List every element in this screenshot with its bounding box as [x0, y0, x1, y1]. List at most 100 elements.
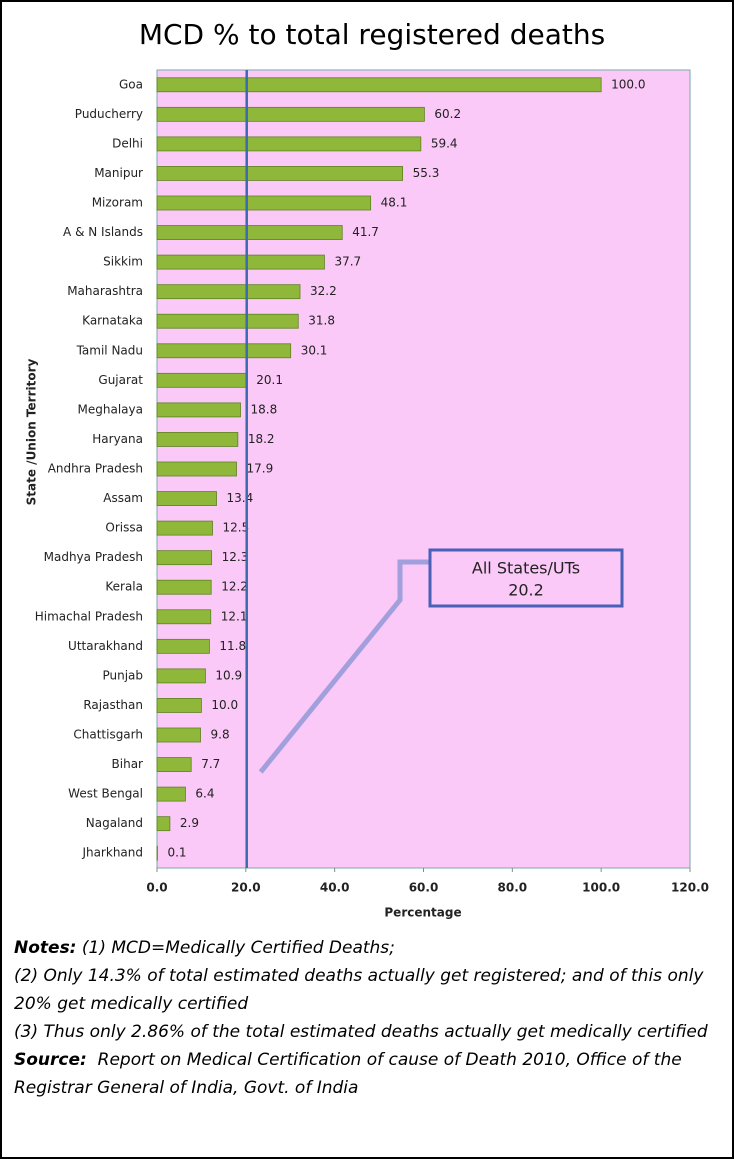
y-tick-label: Manipur — [94, 166, 143, 180]
callout-line — [258, 559, 430, 774]
value-label: 9.8 — [211, 728, 230, 742]
note: (3) Thus only 2.86% of the total estimat… — [14, 1022, 708, 1042]
value-label: 18.2 — [248, 432, 275, 446]
bar — [156, 520, 213, 536]
x-tick-label: 120.0 — [671, 881, 709, 895]
bar — [156, 698, 202, 713]
bar — [156, 668, 206, 684]
y-tick-label: Andhra Pradesh — [48, 462, 143, 476]
value-label: 59.4 — [431, 136, 458, 150]
y-tick-label: Delhi — [112, 136, 143, 150]
bar — [156, 609, 212, 625]
plot-area — [156, 69, 691, 869]
y-tick-label: Assam — [103, 491, 143, 505]
bar — [156, 254, 325, 270]
bar — [156, 432, 239, 447]
y-tick-label: Goa — [119, 77, 143, 91]
y-tick-label: Jharkhand — [81, 846, 143, 860]
y-tick-label: Punjab — [102, 668, 143, 682]
value-label: 60.2 — [434, 107, 461, 121]
bar — [156, 550, 213, 566]
notes: Notes: (1) MCD=Medically Certified Death… — [14, 934, 726, 1102]
y-tick-label: Gujarat — [98, 373, 143, 387]
y-tick-label: Haryana — [92, 432, 143, 446]
bar — [156, 816, 171, 832]
value-label: 17.9 — [247, 462, 274, 476]
note: Notes: (1) MCD=Medically Certified Death… — [14, 934, 726, 962]
source-text: Report on Medical Certification of cause… — [14, 1050, 682, 1098]
bar — [156, 225, 343, 240]
y-tick-label: Maharashtra — [67, 284, 143, 298]
value-label: 55.3 — [413, 166, 440, 180]
y-tick-label: Chattisgarh — [73, 728, 143, 742]
y-tick-label: West Bengal — [68, 787, 143, 801]
bar — [156, 284, 301, 300]
x-tick-label: 20.0 — [231, 881, 261, 895]
value-label: 20.1 — [256, 373, 283, 387]
bar — [156, 166, 404, 181]
bar — [156, 313, 299, 329]
y-tick-label: Bihar — [112, 757, 144, 771]
value-label: 6.4 — [195, 787, 214, 801]
bar — [156, 461, 237, 477]
y-tick-label: Rajasthan — [83, 698, 143, 712]
bar — [156, 727, 201, 743]
bar — [156, 372, 247, 388]
note-text: (1) MCD=Medically Certified Deaths; — [81, 938, 395, 958]
annotation-label: All States/UTs — [472, 559, 580, 578]
value-label: 41.7 — [352, 225, 379, 239]
value-label: 12.3 — [222, 550, 249, 564]
value-label: 0.1 — [167, 846, 186, 860]
bar — [156, 77, 602, 93]
value-label: 30.1 — [301, 343, 328, 357]
x-tick-label: 60.0 — [409, 881, 439, 895]
value-label: 48.1 — [381, 196, 408, 210]
bar — [156, 491, 217, 506]
x-tick-label: 100.0 — [582, 881, 620, 895]
value-label: 2.9 — [180, 816, 199, 830]
y-tick-label: Orissa — [105, 521, 143, 535]
bar — [156, 786, 186, 802]
note: (2) Only 14.3% of total estimated deaths… — [14, 966, 704, 1014]
y-tick-label: Mizoram — [92, 196, 143, 210]
value-label: 12.1 — [221, 609, 248, 623]
value-label: 12.5 — [223, 521, 250, 535]
y-tick-label: Uttarakhand — [68, 639, 143, 653]
bar — [156, 106, 425, 122]
value-label: 32.2 — [310, 284, 337, 298]
value-label: 12.2 — [221, 580, 248, 594]
y-tick-label: Nagaland — [86, 816, 143, 830]
y-tick-label: Karnataka — [82, 314, 143, 328]
y-tick-label: Madhya Pradesh — [44, 550, 143, 564]
bar — [156, 195, 372, 211]
chart: MCD % to total registered deaths Percent… — [25, 18, 709, 920]
value-label: 11.8 — [219, 639, 246, 653]
y-tick-label: Tamil Nadu — [76, 343, 143, 357]
value-label: 7.7 — [201, 757, 220, 771]
value-label: 13.4 — [227, 491, 254, 505]
y-axis-title: State /Union Territory — [25, 358, 39, 505]
chart-title: MCD % to total registered deaths — [139, 18, 605, 51]
bar — [156, 638, 210, 654]
y-tick-label: Sikkim — [103, 255, 143, 269]
annotation-value: 20.2 — [508, 581, 544, 600]
annotation-box — [428, 548, 624, 608]
notes-label: Notes: — [14, 938, 77, 958]
y-tick-label: Puducherry — [75, 107, 143, 121]
x-tick-label: 40.0 — [320, 881, 350, 895]
value-label: 10.0 — [211, 698, 238, 712]
x-tick-label: 80.0 — [498, 881, 528, 895]
x-tick-label: 0.0 — [146, 881, 167, 895]
value-label: 10.9 — [215, 668, 242, 682]
value-label: 31.8 — [308, 314, 335, 328]
value-label: 37.7 — [334, 255, 361, 269]
x-axis-title: Percentage — [384, 906, 461, 920]
value-label: 18.8 — [251, 402, 278, 416]
source-label: Source: — [14, 1050, 87, 1070]
y-tick-label: Himachal Pradesh — [35, 609, 143, 623]
bar — [156, 579, 212, 595]
source: Source: Report on Medical Certification … — [14, 1046, 726, 1102]
y-tick-label: Kerala — [105, 580, 143, 594]
bar — [156, 757, 192, 772]
